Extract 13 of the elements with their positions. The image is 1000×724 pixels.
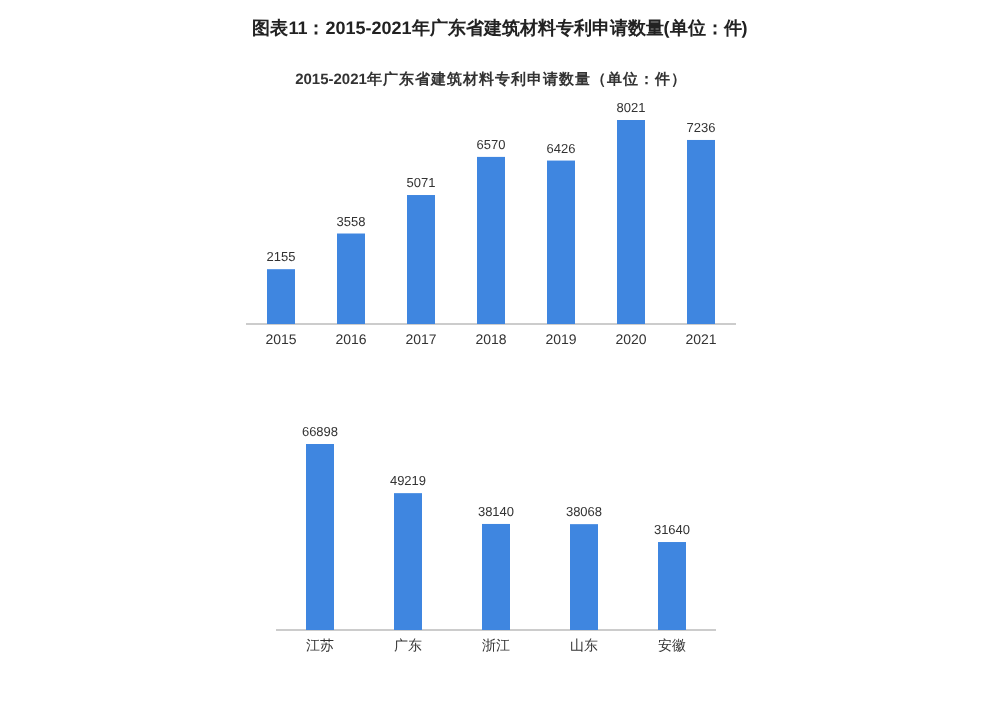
bar <box>617 120 645 324</box>
bar <box>306 444 334 630</box>
bar <box>407 195 435 324</box>
bar <box>477 156 505 324</box>
bar <box>570 524 598 630</box>
bar <box>687 139 715 324</box>
bar <box>337 233 365 324</box>
bar <box>547 160 575 324</box>
bar <box>267 269 295 324</box>
bar <box>658 542 686 630</box>
chart-title: 图表11：2015-2021年广东省建筑材料专利申请数量(单位：件) <box>252 18 748 38</box>
bar <box>394 493 422 630</box>
bar <box>482 523 510 630</box>
